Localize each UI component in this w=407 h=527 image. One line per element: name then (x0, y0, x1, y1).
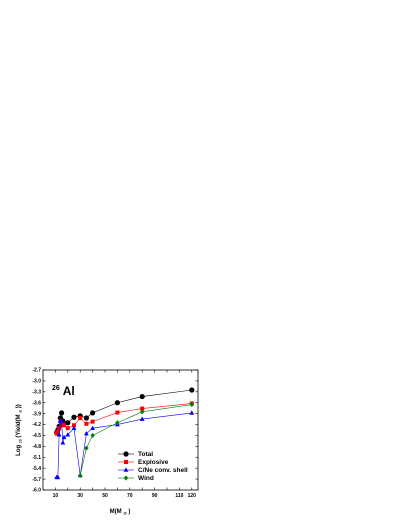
y-axis-title: Log 10 (Yield(M ⊙ )) (16, 404, 24, 456)
data-point (61, 434, 67, 440)
x-tick-label: 70 (127, 493, 133, 499)
data-point (65, 420, 71, 426)
data-point (139, 393, 145, 400)
isotope-superscript: 26 (52, 385, 60, 392)
data-point (189, 387, 195, 393)
y-tick-label: -6.0 (32, 488, 41, 494)
data-point (90, 419, 95, 424)
y-tick-label: -3.6 (32, 400, 41, 406)
legend-label: C/Ne conv. shell (138, 467, 188, 474)
data-point (59, 419, 64, 424)
y-axis-title-end: )) (16, 404, 22, 408)
data-point (83, 415, 89, 421)
y-tick-label: -5.4 (32, 466, 41, 472)
data-point (57, 426, 62, 431)
legend-marker (124, 460, 128, 464)
data-point (71, 425, 77, 430)
data-point (84, 445, 89, 451)
data-point (90, 410, 96, 416)
data-point (114, 400, 120, 406)
data-point (60, 440, 66, 445)
data-point (59, 410, 65, 416)
axis-ticks: 10 30 50 70 90 110 120 -2.7 -3.0 -3.3 -3.6 -3.9 -4.2… (32, 368, 198, 499)
y-tick-label: -3.3 (32, 390, 41, 396)
data-point (84, 421, 89, 426)
legend-label: Total (138, 451, 153, 458)
data-point (78, 416, 83, 420)
legend-marker (123, 475, 129, 481)
y-axis-title-main: Log (16, 444, 22, 455)
y-tick-label: -4.8 (32, 444, 41, 450)
data-point (140, 406, 145, 411)
data-point (189, 401, 194, 408)
y-tick-label: -3.9 (32, 411, 41, 417)
legend-marker (123, 467, 129, 472)
data-point (65, 426, 70, 431)
data-point (115, 420, 120, 426)
x-tick-label: 30 (77, 493, 83, 499)
series-line (56, 403, 192, 434)
x-tick-label: 90 (152, 493, 158, 499)
data-point (115, 410, 120, 415)
y-axis-title-sub: 10 (19, 439, 23, 443)
data-point (72, 423, 76, 428)
data-point (71, 414, 77, 420)
x-axis-title: M(M ⊙ ) (110, 509, 131, 517)
y-tick-label: -2.7 (32, 368, 41, 374)
data-point (56, 432, 62, 437)
data-point (140, 409, 145, 415)
y-tick-label: -4.5 (32, 433, 41, 439)
legend-label: Wind (138, 475, 154, 482)
y-axis-title-sub2: ⊙ (19, 409, 23, 413)
data-point (65, 432, 71, 437)
series-3 (78, 401, 194, 479)
y-tick-label: -5.7 (32, 477, 41, 483)
data-point (189, 410, 195, 415)
x-tick-label: 10 (53, 493, 59, 499)
x-axis-title-end: ) (128, 509, 130, 515)
data-point (55, 474, 61, 480)
x-tick-label: 120 (188, 493, 197, 499)
legend-marker (123, 451, 129, 457)
data-point (90, 425, 95, 430)
plot-frame (42, 369, 199, 491)
x-axis-title-sub: ⊙ (123, 511, 127, 516)
series-line (79, 404, 192, 476)
isotope-text: Al (63, 384, 75, 398)
data-point (84, 431, 89, 436)
data-point (139, 416, 145, 421)
y-tick-label: -3.0 (32, 379, 41, 385)
legend-label: Explosive (138, 459, 169, 466)
series-layer (54, 387, 195, 480)
y-tick-label: -4.2 (32, 422, 41, 428)
x-tick-label: 50 (102, 493, 108, 499)
data-point (55, 429, 60, 434)
data-point (90, 432, 95, 439)
data-point (78, 472, 83, 479)
x-axis-title-main: M(M (110, 509, 122, 515)
y-axis-title-mid: (Yield(M (16, 414, 22, 437)
x-tick-label: 110 (175, 493, 183, 499)
isotope-label: 26 Al (52, 379, 75, 398)
y-tick-label: -5.1 (32, 455, 41, 461)
data-point (62, 423, 67, 428)
